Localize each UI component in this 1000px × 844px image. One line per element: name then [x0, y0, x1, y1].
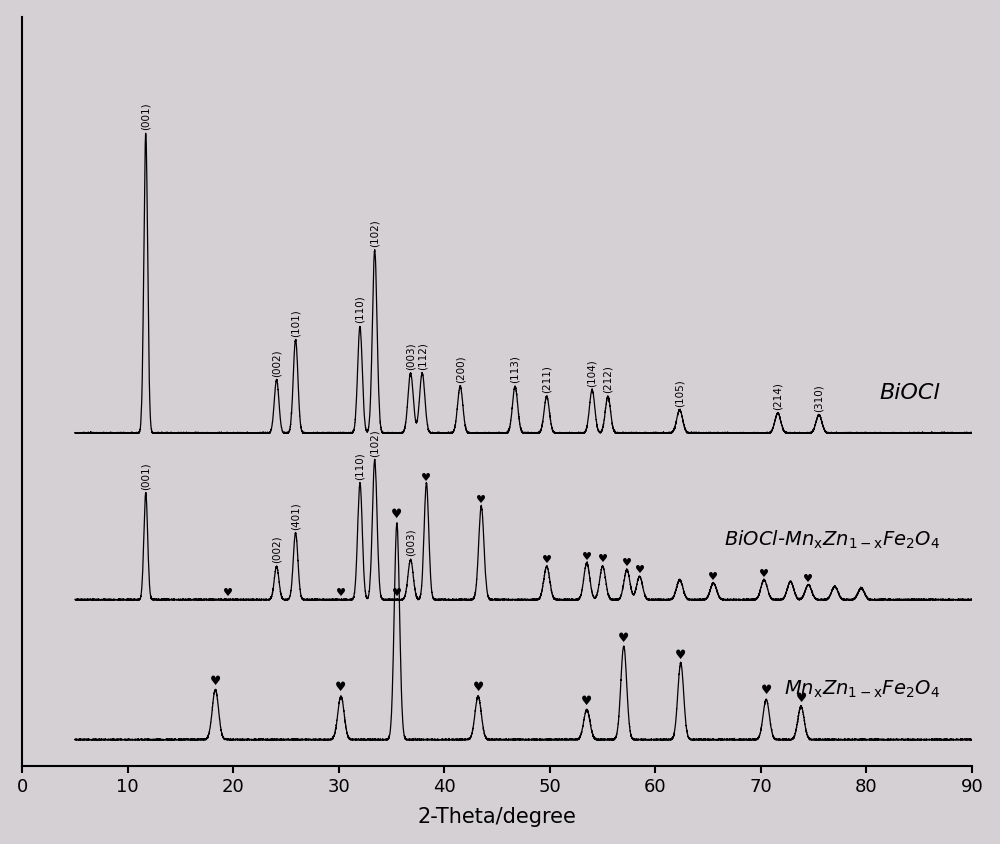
Text: (002): (002)	[272, 536, 282, 563]
Text: ♥: ♥	[421, 473, 431, 483]
Text: ♥: ♥	[581, 695, 592, 708]
Text: (401): (401)	[291, 502, 301, 530]
Text: (102): (102)	[370, 429, 380, 457]
Text: (211): (211)	[542, 365, 552, 393]
Text: (003): (003)	[406, 529, 416, 556]
Text: (001): (001)	[141, 102, 151, 130]
Text: BiOCl: BiOCl	[880, 383, 940, 403]
Text: ♥: ♥	[210, 674, 221, 688]
Text: ♥: ♥	[335, 681, 347, 694]
Text: ♥: ♥	[223, 588, 233, 598]
Text: BiOCl-Mn$_{\rm x}$Zn$_{\rm 1-x}$Fe$_{\rm 2}$O$_{\rm 4}$: BiOCl-Mn$_{\rm x}$Zn$_{\rm 1-x}$Fe$_{\rm…	[724, 528, 940, 551]
Text: (003): (003)	[406, 343, 416, 370]
X-axis label: 2-Theta/degree: 2-Theta/degree	[418, 808, 577, 827]
Text: ♥: ♥	[336, 588, 346, 598]
Text: ♥: ♥	[761, 684, 772, 697]
Text: (212): (212)	[603, 365, 613, 393]
Text: (110): (110)	[355, 452, 365, 480]
Text: (310): (310)	[814, 384, 824, 412]
Text: (101): (101)	[291, 309, 301, 337]
Text: ♥: ♥	[542, 555, 552, 565]
Text: (110): (110)	[355, 295, 365, 323]
Text: ♥: ♥	[675, 648, 686, 662]
Text: ♥: ♥	[708, 571, 718, 582]
Text: (112): (112)	[417, 342, 427, 370]
Text: ♥: ♥	[391, 508, 403, 521]
Text: ♥: ♥	[622, 558, 632, 568]
Text: (001): (001)	[141, 463, 151, 490]
Text: (104): (104)	[587, 359, 597, 387]
Text: ♥: ♥	[392, 588, 402, 598]
Text: Mn$_{\rm x}$Zn$_{\rm 1-x}$Fe$_{\rm 2}$O$_{\rm 4}$: Mn$_{\rm x}$Zn$_{\rm 1-x}$Fe$_{\rm 2}$O$…	[784, 679, 940, 701]
Text: ♥: ♥	[473, 681, 484, 694]
Text: (214): (214)	[773, 382, 783, 410]
Text: (113): (113)	[510, 355, 520, 383]
Text: ♥: ♥	[759, 569, 769, 579]
Text: (102): (102)	[370, 219, 380, 246]
Text: ♥: ♥	[598, 555, 608, 564]
Text: ♥: ♥	[803, 574, 813, 584]
Text: ♥: ♥	[618, 632, 629, 645]
Text: (002): (002)	[272, 349, 282, 376]
Text: (105): (105)	[675, 379, 685, 407]
Text: ♥: ♥	[795, 692, 807, 705]
Text: ♥: ♥	[582, 552, 592, 562]
Text: (200): (200)	[455, 355, 465, 383]
Text: ♥: ♥	[476, 495, 486, 506]
Text: ♥: ♥	[635, 565, 645, 575]
